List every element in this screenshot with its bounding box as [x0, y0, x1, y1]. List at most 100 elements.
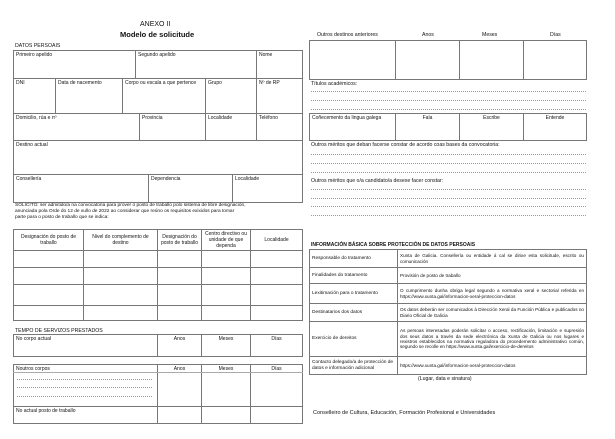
field-domicilio[interactable]: Domicilio, rúa e nº — [13, 113, 140, 141]
col-header: Designación do posto de traballo — [13, 229, 84, 251]
table-cell[interactable] — [83, 305, 158, 321]
col-header: Centro directivo ou unidade de que depen… — [201, 229, 251, 251]
dotted-line[interactable] — [311, 206, 586, 207]
field-label: Días — [271, 366, 282, 372]
field-label: Destino actual — [16, 142, 48, 148]
table-cell[interactable] — [201, 284, 251, 306]
field-label: Anos — [173, 336, 186, 342]
page-title: Modelo de solicitude — [120, 30, 195, 39]
dotted-line[interactable] — [311, 198, 586, 199]
field-destino-actual[interactable]: Destino actual — [13, 140, 303, 175]
field-provincia[interactable]: Provincia — [139, 113, 206, 141]
table-cell[interactable] — [157, 305, 202, 321]
table-cell[interactable] — [157, 267, 202, 285]
field-data-nacemento[interactable]: Data de nacemento — [55, 78, 123, 114]
field-segundo-apelido[interactable]: Segundo apelido — [135, 50, 257, 79]
divider — [13, 372, 303, 373]
privacy-label: Exercicio de dereitos — [309, 321, 398, 357]
table-cell[interactable] — [201, 305, 251, 321]
field-label: Anos — [173, 366, 186, 372]
table-cell[interactable] — [250, 267, 303, 285]
table-cell[interactable] — [13, 267, 84, 285]
dotted-line[interactable] — [311, 215, 586, 216]
field-outros-destinos[interactable] — [309, 40, 396, 80]
field-meses[interactable]: Meses — [201, 364, 251, 407]
field-label: Domicilio, rúa e nº — [16, 115, 57, 121]
field-nrp[interactable]: Nº de RP — [256, 78, 303, 114]
field-label: Días — [271, 336, 282, 342]
field-label: Fala — [422, 115, 433, 121]
dotted-line[interactable] — [311, 91, 586, 92]
privacy-label: Lexitimación para o tratamento — [309, 283, 398, 304]
dotted-line[interactable] — [311, 109, 586, 110]
dotted-line[interactable] — [311, 100, 586, 101]
table-cell[interactable] — [83, 250, 158, 268]
table-cell[interactable] — [250, 305, 303, 321]
field-meses[interactable] — [201, 406, 251, 424]
table-cell[interactable] — [250, 250, 303, 268]
table-cell[interactable] — [201, 250, 251, 268]
field-fala[interactable]: Fala — [395, 113, 460, 141]
field-localidade-destino[interactable]: Localidade — [232, 174, 303, 203]
field-dias[interactable] — [523, 40, 587, 80]
table-cell[interactable] — [13, 305, 84, 321]
field-meses[interactable] — [459, 40, 524, 80]
field-dependencia[interactable]: Dependencia — [148, 174, 233, 203]
field-anos[interactable] — [395, 40, 460, 80]
dotted-line[interactable] — [311, 189, 586, 190]
table-cell[interactable] — [13, 250, 84, 268]
field-actual-posto[interactable]: No actual posto de traballo — [13, 406, 158, 424]
field-primeiro-apelido[interactable]: Primeiro apelido — [13, 50, 136, 79]
field-label: Entende — [545, 115, 565, 121]
field-label: Meses — [218, 366, 234, 372]
field-label: Grupo — [208, 80, 222, 86]
dotted-line[interactable] — [311, 172, 586, 173]
field-label: Consellería — [16, 176, 42, 182]
field-dni[interactable]: DNI — [13, 78, 56, 114]
privacy-label: Destinatarios dos datos — [309, 303, 398, 322]
field-label: Coñecemento da lingua galega — [312, 115, 382, 121]
field-nome[interactable]: Nome — [256, 50, 303, 79]
field-anos[interactable] — [157, 406, 202, 424]
field-escribe[interactable]: Escribe — [459, 113, 524, 141]
dotted-line[interactable] — [311, 154, 586, 155]
dotted-line[interactable] — [311, 163, 586, 164]
dotted-line — [17, 387, 152, 388]
section-heading: INFORMACIÓN BÁSICA SOBRE PROTECCIÓN DE D… — [311, 242, 476, 248]
meritos-label: Outros méritos que o/a candidato/a desex… — [311, 178, 444, 184]
table-cell[interactable] — [157, 250, 202, 268]
table-cell[interactable] — [250, 284, 303, 306]
field-anos[interactable]: Anos — [157, 364, 202, 407]
privacy-label: Responsable do tratamento — [309, 249, 398, 268]
field-conselleria[interactable]: Consellería — [13, 174, 149, 203]
dotted-line — [17, 379, 152, 380]
signature-label: (Lugar, data e sinatura) — [418, 376, 472, 382]
field-localidade[interactable]: Localidade — [205, 113, 257, 141]
field-dias[interactable]: Días — [250, 364, 303, 407]
table-cell[interactable] — [83, 267, 158, 285]
table-cell[interactable] — [157, 284, 202, 306]
field-dias[interactable]: Días — [250, 334, 303, 357]
field-label: Localidade — [208, 115, 233, 121]
field-corpo[interactable]: Corpo ou escala a que pertence — [122, 78, 206, 114]
col-header: Localidade — [250, 229, 303, 251]
field-label: Segundo apelido — [138, 52, 176, 58]
table-cell[interactable] — [83, 284, 158, 306]
field-noutros-corpos[interactable]: Noutros corpos — [13, 364, 158, 407]
field-anos[interactable]: Anos — [157, 334, 202, 357]
table-cell[interactable] — [13, 284, 84, 306]
field-telefono[interactable]: Teléfono — [256, 113, 303, 141]
field-galego: Coñecemento da lingua galega — [309, 113, 396, 141]
privacy-value: O cumprimento dunha obriga legal segundo… — [397, 283, 587, 304]
field-grupo[interactable]: Grupo — [205, 78, 257, 114]
section-heading: TEMPO DE SERVIZOS PRESTADOS — [15, 328, 103, 334]
field-meses[interactable]: Meses — [201, 334, 251, 357]
table-cell[interactable] — [201, 267, 251, 285]
field-corpo-actual[interactable]: No corpo actual — [13, 334, 158, 357]
field-dias[interactable] — [250, 406, 303, 424]
field-entende[interactable]: Entende — [523, 113, 587, 141]
field-label: No actual posto de traballo — [16, 408, 76, 414]
col-header-text: Designación do posto de traballo — [161, 234, 198, 246]
annex-label: ANEXO II — [140, 21, 171, 28]
